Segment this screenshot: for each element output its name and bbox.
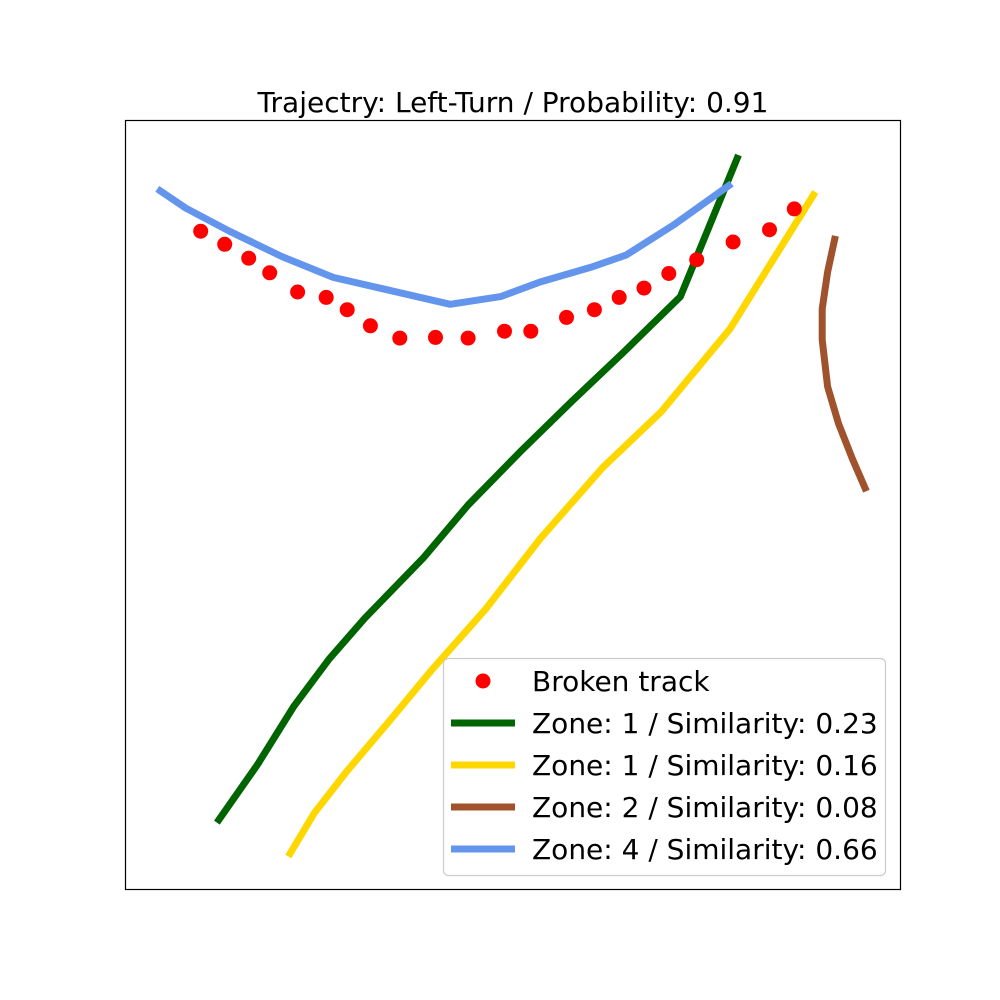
scatter-layer — [193, 201, 802, 346]
series-line-1 — [214, 153, 742, 825]
broken-track-point — [725, 234, 741, 250]
broken-track-point — [318, 289, 334, 305]
broken-track-point — [689, 252, 705, 268]
legend-items: Broken track Zone: 1 / Similarity: 0.23 Zo… — [451, 665, 878, 866]
series-line-4 — [155, 180, 734, 308]
broken-track-point — [586, 302, 602, 318]
broken-track-point — [241, 250, 257, 266]
legend-label-1: Zone: 1 / Similarity: 0.23 — [532, 707, 878, 740]
broken-track-point — [497, 323, 512, 339]
broken-track-point — [786, 201, 802, 217]
broken-track-point — [392, 330, 408, 346]
broken-track-point — [523, 323, 539, 339]
broken-track-point — [428, 329, 443, 345]
broken-track-point — [762, 222, 777, 238]
legend-label-4: Zone: 4 / Similarity: 0.66 — [532, 833, 878, 866]
legend: Broken track Zone: 1 / Similarity: 0.23 Zo… — [442, 657, 887, 877]
legend-label-2: Zone: 1 / Similarity: 0.16 — [532, 749, 878, 782]
legend-marker-broken-track — [475, 673, 491, 689]
chart-title: Trajectry: Left-Turn / Probability: 0.91 — [257, 86, 769, 119]
broken-track-point — [559, 309, 574, 325]
broken-track-point — [290, 284, 306, 300]
legend-box — [442, 657, 887, 877]
broken-track-point — [193, 223, 209, 239]
broken-track-point — [636, 280, 652, 296]
legend-label-3: Zone: 2 / Similarity: 0.08 — [532, 791, 878, 824]
series-line-3 — [818, 235, 870, 493]
broken-track-point — [262, 265, 278, 281]
broken-track-point — [460, 330, 476, 346]
broken-track-point — [217, 236, 233, 252]
series-layer — [155, 153, 870, 859]
broken-track-point — [611, 289, 627, 305]
broken-track-point — [362, 318, 378, 334]
broken-track-point — [339, 302, 355, 318]
broken-track-point — [661, 266, 677, 281]
legend-label-0: Broken track — [532, 665, 710, 698]
series-line-2 — [285, 190, 819, 859]
